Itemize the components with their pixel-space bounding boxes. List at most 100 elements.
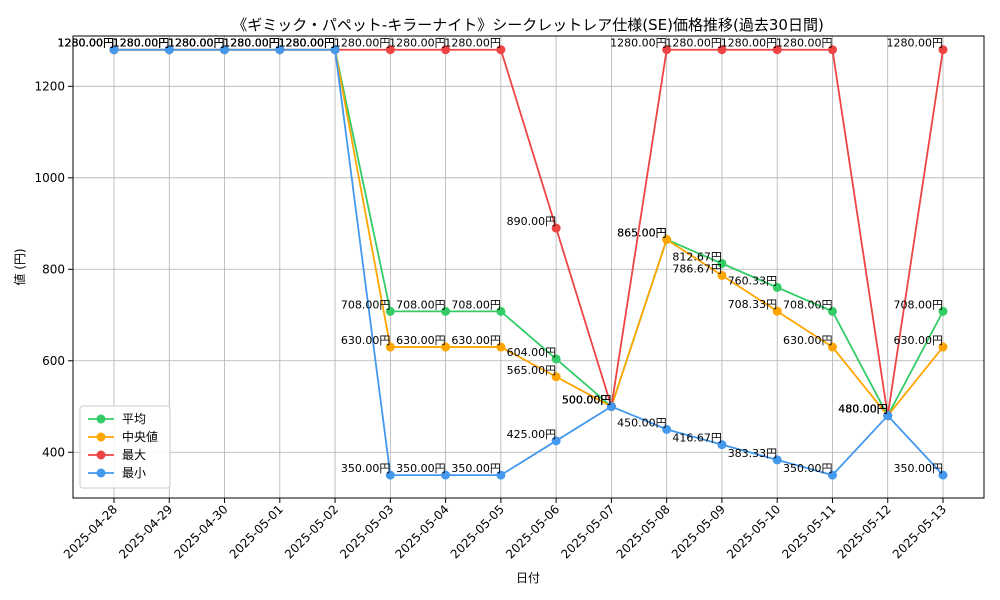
- x-tick-label: 2025-04-28: [61, 502, 120, 561]
- data-label: 350.00円: [396, 462, 446, 475]
- data-label: 1280.00円: [223, 37, 280, 50]
- data-point: [827, 342, 837, 352]
- x-tick-label: 2025-05-01: [227, 502, 286, 561]
- data-label: 1280.00円: [776, 37, 833, 50]
- data-label: 500.00円: [562, 394, 612, 407]
- legend-entry: 最小: [122, 466, 146, 480]
- data-label: 500.00円: [562, 394, 612, 407]
- data-point: [109, 45, 119, 55]
- legend-entry: 平均: [122, 412, 146, 426]
- data-label: 630.00円: [341, 334, 391, 347]
- data-point: [330, 45, 340, 55]
- legend-marker: [96, 450, 106, 460]
- data-point: [606, 402, 616, 412]
- data-point: [385, 306, 395, 316]
- data-label: 480.00円: [838, 403, 888, 416]
- x-tick-label: 2025-05-13: [890, 502, 949, 561]
- data-label: 350.00円: [451, 462, 501, 475]
- data-label: 630.00円: [451, 334, 501, 347]
- data-label: 865.00円: [617, 227, 667, 240]
- data-label: 350.00円: [341, 462, 391, 475]
- data-label: 865.00円: [617, 227, 667, 240]
- axes: 2025-04-282025-04-292025-04-302025-05-01…: [34, 79, 949, 561]
- data-label: 480.00円: [838, 403, 888, 416]
- x-tick-label: 2025-05-12: [835, 502, 894, 561]
- data-label: 480.00円: [838, 403, 888, 416]
- data-point: [938, 470, 948, 480]
- data-label: 1280.00円: [168, 37, 225, 50]
- data-point: [385, 342, 395, 352]
- data-point: [275, 45, 285, 55]
- x-tick-label: 2025-05-02: [282, 502, 341, 561]
- data-label: 708.00円: [783, 298, 833, 311]
- data-point: [385, 470, 395, 480]
- data-label: 1280.00円: [58, 37, 115, 50]
- data-point: [772, 282, 782, 292]
- data-label: 1280.00円: [168, 37, 225, 50]
- data-label: 630.00円: [783, 334, 833, 347]
- data-point: [551, 372, 561, 382]
- data-label: 1280.00円: [58, 37, 115, 50]
- data-point: [496, 306, 506, 316]
- y-tick-label: 400: [42, 445, 65, 459]
- y-tick-label: 800: [42, 262, 65, 276]
- data-label: 1280.00円: [389, 37, 446, 50]
- data-label: 350.00円: [783, 462, 833, 475]
- x-axis-label: 日付: [516, 571, 540, 585]
- legend-marker: [96, 432, 106, 442]
- data-label: 1280.00円: [665, 37, 722, 50]
- data-label: 786.67円: [672, 262, 722, 275]
- data-point: [938, 45, 948, 55]
- data-label: 480.00円: [838, 403, 888, 416]
- legend-box: [79, 405, 171, 489]
- y-axis-label: 値 (円): [12, 248, 27, 285]
- x-tick-label: 2025-05-09: [669, 502, 728, 561]
- data-point: [717, 270, 727, 280]
- x-tick-label: 2025-05-06: [503, 502, 562, 561]
- data-label: 708.33円: [728, 298, 778, 311]
- legend-marker: [96, 468, 106, 478]
- plot-frame: [72, 35, 985, 499]
- data-point: [662, 45, 672, 55]
- data-point: [827, 470, 837, 480]
- data-label: 1280.00円: [279, 37, 336, 50]
- data-point: [441, 45, 451, 55]
- x-tick-label: 2025-05-08: [614, 502, 673, 561]
- data-point: [551, 223, 561, 233]
- data-label: 708.00円: [396, 298, 446, 311]
- data-point: [827, 306, 837, 316]
- x-tick-label: 2025-05-03: [337, 502, 396, 561]
- data-labels: 1280.00円1280.00円1280.00円1280.00円1280.00円…: [58, 37, 944, 475]
- data-label: 1280.00円: [113, 37, 170, 50]
- x-tick-label: 2025-04-29: [116, 502, 175, 561]
- data-point: [772, 306, 782, 316]
- data-label: 604.00円: [507, 346, 557, 359]
- x-tick-label: 2025-05-11: [779, 502, 838, 561]
- data-label: 500.00円: [562, 394, 612, 407]
- data-label: 350.00円: [894, 462, 944, 475]
- data-label: 1280.00円: [334, 37, 391, 50]
- data-label: 1280.00円: [223, 37, 280, 50]
- data-point: [662, 235, 672, 245]
- legend-entry: 中央値: [122, 429, 158, 444]
- y-tick-label: 1000: [34, 171, 65, 185]
- data-point: [441, 342, 451, 352]
- data-point: [385, 45, 395, 55]
- data-label: 1280.00円: [168, 37, 225, 50]
- x-tick-label: 2025-05-10: [724, 502, 783, 561]
- data-point: [772, 455, 782, 465]
- data-label: 630.00円: [894, 334, 944, 347]
- data-label: 1280.00円: [887, 37, 944, 50]
- legend-marker: [96, 414, 106, 424]
- data-label: 812.67円: [672, 250, 722, 263]
- data-label: 565.00円: [507, 364, 557, 377]
- y-tick-label: 1200: [34, 79, 65, 93]
- data-point: [883, 411, 893, 421]
- data-point: [220, 45, 230, 55]
- x-tick-label: 2025-05-07: [558, 502, 617, 561]
- data-label: 1280.00円: [223, 37, 280, 50]
- data-label: 1280.00円: [444, 37, 501, 50]
- data-point: [717, 45, 727, 55]
- data-label: 450.00円: [617, 416, 667, 429]
